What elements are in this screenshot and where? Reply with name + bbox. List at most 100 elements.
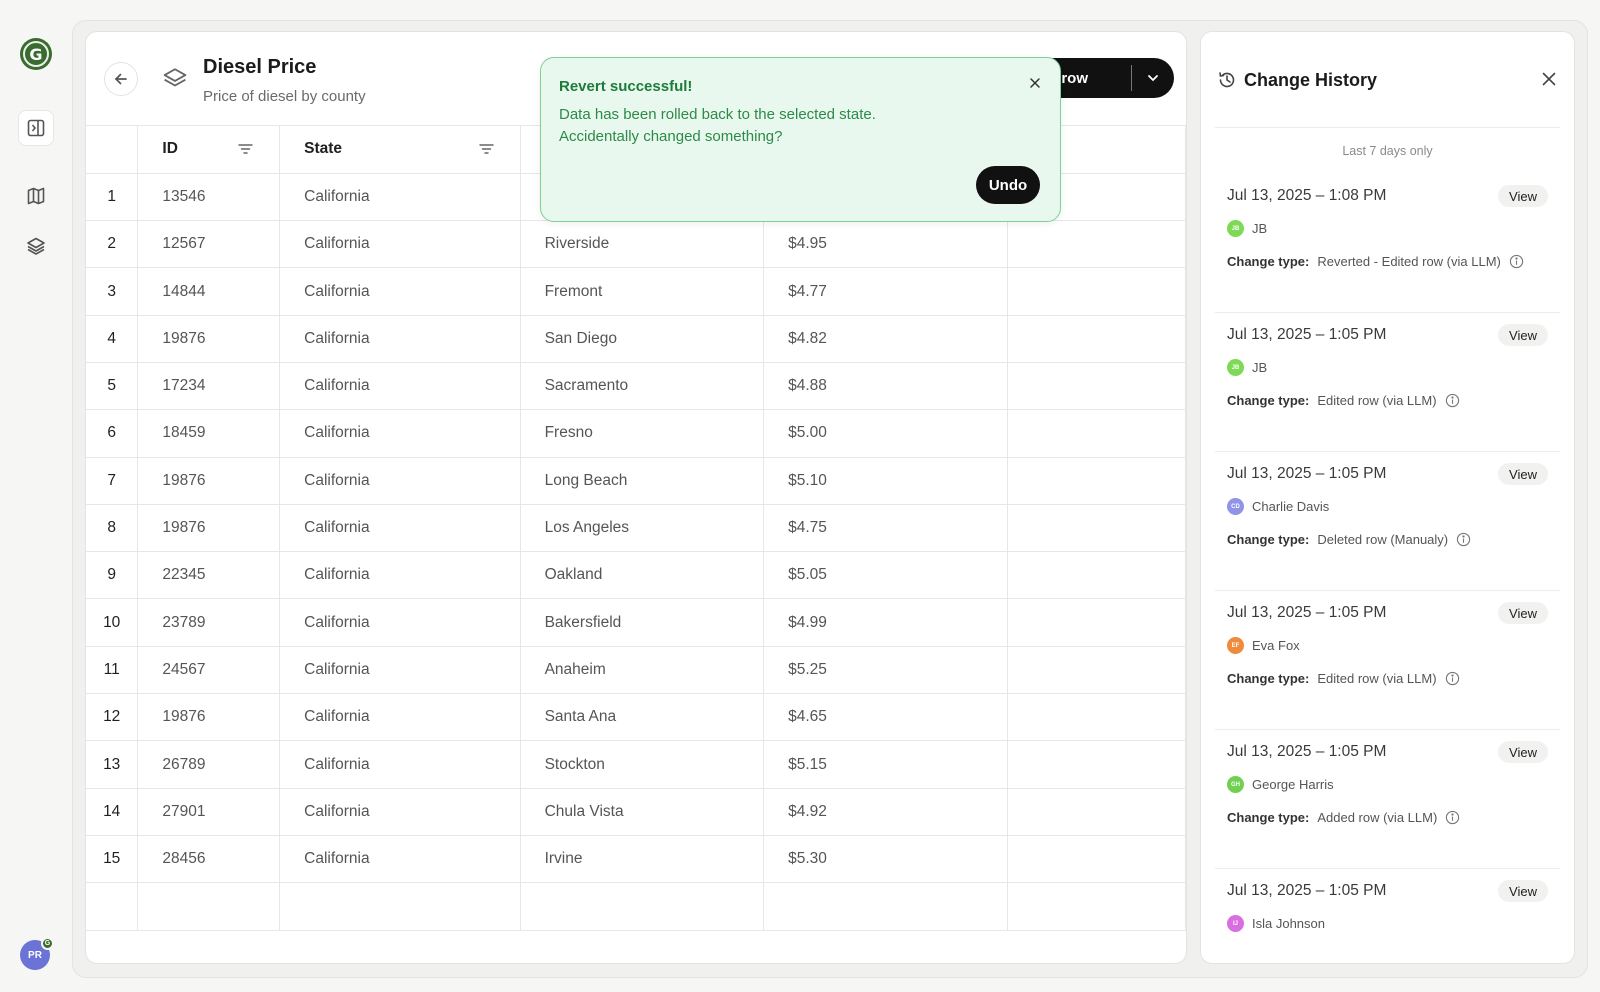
table-cell-state[interactable]: California bbox=[279, 693, 521, 742]
table-cell-price[interactable]: $5.05 bbox=[763, 551, 1009, 600]
table-cell-extra[interactable] bbox=[1007, 551, 1186, 600]
table-cell-state[interactable]: California bbox=[279, 457, 521, 505]
table-cell-id[interactable]: 19876 bbox=[137, 315, 281, 363]
table-row[interactable]: 10 23789 California Bakersfield $4.99 bbox=[86, 598, 1186, 647]
table-cell-empty[interactable] bbox=[279, 882, 521, 931]
table-cell-price[interactable]: $5.10 bbox=[763, 457, 1009, 505]
table-cell-county[interactable]: San Diego bbox=[520, 315, 765, 363]
table-cell-state[interactable]: California bbox=[279, 362, 521, 411]
table-cell-empty[interactable] bbox=[763, 882, 1009, 931]
table-cell-county[interactable]: Los Angeles bbox=[520, 504, 765, 553]
table-cell-county[interactable]: Irvine bbox=[520, 835, 765, 884]
table-cell-id[interactable]: 13546 bbox=[137, 173, 281, 222]
table-cell-extra[interactable] bbox=[1007, 409, 1186, 458]
table-cell-price[interactable]: $4.65 bbox=[763, 693, 1009, 742]
column-header-state[interactable]: State bbox=[279, 126, 521, 174]
table-cell-price[interactable]: $5.15 bbox=[763, 740, 1009, 789]
row-number[interactable]: 1 bbox=[86, 173, 139, 222]
table-cell-price[interactable]: $4.77 bbox=[763, 267, 1009, 316]
back-button[interactable] bbox=[104, 62, 138, 96]
row-number[interactable]: 4 bbox=[86, 315, 139, 363]
table-cell-id[interactable]: 12567 bbox=[137, 220, 281, 269]
add-row-dropdown-icon[interactable] bbox=[1132, 71, 1174, 85]
table-row[interactable]: 3 14844 California Fremont $4.77 bbox=[86, 267, 1186, 316]
table-cell-id[interactable]: 22345 bbox=[137, 551, 281, 600]
table-row[interactable]: 11 24567 California Anaheim $5.25 bbox=[86, 646, 1186, 695]
table-cell-extra[interactable] bbox=[1007, 267, 1186, 316]
table-cell-extra[interactable] bbox=[1007, 646, 1186, 695]
close-icon[interactable] bbox=[1540, 70, 1558, 93]
table-cell-empty[interactable] bbox=[86, 882, 139, 931]
table-cell-county[interactable]: Fremont bbox=[520, 267, 765, 316]
table-cell-county[interactable]: Santa Ana bbox=[520, 693, 765, 742]
toggle-sidebar-icon[interactable] bbox=[18, 110, 54, 146]
table-cell-state[interactable]: California bbox=[279, 267, 521, 316]
table-cell-id[interactable]: 26789 bbox=[137, 740, 281, 789]
row-number[interactable]: 8 bbox=[86, 504, 139, 553]
table-cell-id[interactable]: 24567 bbox=[137, 646, 281, 695]
table-row[interactable]: 4 19876 California San Diego $4.82 bbox=[86, 315, 1186, 363]
table-cell-price[interactable]: $4.99 bbox=[763, 598, 1009, 647]
layers-icon[interactable] bbox=[18, 228, 54, 264]
table-cell-state[interactable]: California bbox=[279, 740, 521, 789]
table-cell-id[interactable]: 23789 bbox=[137, 598, 281, 647]
table-cell-county[interactable]: Chula Vista bbox=[520, 788, 765, 836]
table-cell-state[interactable]: California bbox=[279, 598, 521, 647]
table-cell-price[interactable]: $5.30 bbox=[763, 835, 1009, 884]
info-icon[interactable] bbox=[1509, 254, 1524, 269]
filter-icon[interactable] bbox=[238, 142, 253, 160]
table-cell-state[interactable]: California bbox=[279, 504, 521, 553]
table-cell-extra[interactable] bbox=[1007, 504, 1186, 553]
view-button[interactable]: View bbox=[1498, 880, 1548, 902]
view-button[interactable]: View bbox=[1498, 741, 1548, 763]
info-icon[interactable] bbox=[1445, 393, 1460, 408]
table-cell-price[interactable]: $5.00 bbox=[763, 409, 1009, 458]
table-row-empty[interactable] bbox=[86, 882, 1186, 931]
table-cell-id[interactable]: 19876 bbox=[137, 457, 281, 505]
table-cell-price[interactable]: $4.95 bbox=[763, 220, 1009, 269]
table-cell-price[interactable]: $4.82 bbox=[763, 315, 1009, 363]
table-cell-id[interactable]: 14844 bbox=[137, 267, 281, 316]
row-number[interactable]: 15 bbox=[86, 835, 139, 884]
app-logo[interactable]: G bbox=[20, 38, 52, 70]
table-row[interactable]: 14 27901 California Chula Vista $4.92 bbox=[86, 788, 1186, 836]
row-number[interactable]: 3 bbox=[86, 267, 139, 316]
row-number[interactable]: 14 bbox=[86, 788, 139, 836]
table-row[interactable]: 12 19876 California Santa Ana $4.65 bbox=[86, 693, 1186, 742]
table-row[interactable]: 8 19876 California Los Angeles $4.75 bbox=[86, 504, 1186, 553]
table-cell-state[interactable]: California bbox=[279, 835, 521, 884]
table-cell-price[interactable]: $5.25 bbox=[763, 646, 1009, 695]
table-cell-state[interactable]: California bbox=[279, 173, 521, 222]
row-number[interactable]: 7 bbox=[86, 457, 139, 505]
table-cell-state[interactable]: California bbox=[279, 220, 521, 269]
table-cell-extra[interactable] bbox=[1007, 788, 1186, 836]
table-cell-price[interactable]: $4.75 bbox=[763, 504, 1009, 553]
table-cell-extra[interactable] bbox=[1007, 835, 1186, 884]
table-cell-price[interactable]: $4.88 bbox=[763, 362, 1009, 411]
table-cell-extra[interactable] bbox=[1007, 693, 1186, 742]
view-button[interactable]: View bbox=[1498, 602, 1548, 624]
table-cell-empty[interactable] bbox=[137, 882, 281, 931]
user-avatar[interactable]: PR G bbox=[20, 937, 54, 970]
table-cell-county[interactable]: Oakland bbox=[520, 551, 765, 600]
table-row[interactable]: 5 17234 California Sacramento $4.88 bbox=[86, 362, 1186, 411]
table-cell-extra[interactable] bbox=[1007, 598, 1186, 647]
table-cell-extra[interactable] bbox=[1007, 315, 1186, 363]
row-number[interactable]: 13 bbox=[86, 740, 139, 789]
table-cell-state[interactable]: California bbox=[279, 646, 521, 695]
row-number[interactable]: 2 bbox=[86, 220, 139, 269]
table-cell-id[interactable]: 17234 bbox=[137, 362, 281, 411]
table-cell-county[interactable]: Sacramento bbox=[520, 362, 765, 411]
table-cell-empty[interactable] bbox=[520, 882, 765, 931]
table-cell-extra[interactable] bbox=[1007, 362, 1186, 411]
table-cell-county[interactable]: Long Beach bbox=[520, 457, 765, 505]
undo-button[interactable]: Undo bbox=[976, 166, 1040, 204]
table-row[interactable]: 13 26789 California Stockton $5.15 bbox=[86, 740, 1186, 789]
table-cell-county[interactable]: Anaheim bbox=[520, 646, 765, 695]
table-row[interactable]: 9 22345 California Oakland $5.05 bbox=[86, 551, 1186, 600]
table-cell-state[interactable]: California bbox=[279, 315, 521, 363]
table-cell-id[interactable]: 19876 bbox=[137, 693, 281, 742]
table-row[interactable]: 6 18459 California Fresno $5.00 bbox=[86, 409, 1186, 458]
info-icon[interactable] bbox=[1456, 532, 1471, 547]
map-icon[interactable] bbox=[18, 178, 54, 214]
